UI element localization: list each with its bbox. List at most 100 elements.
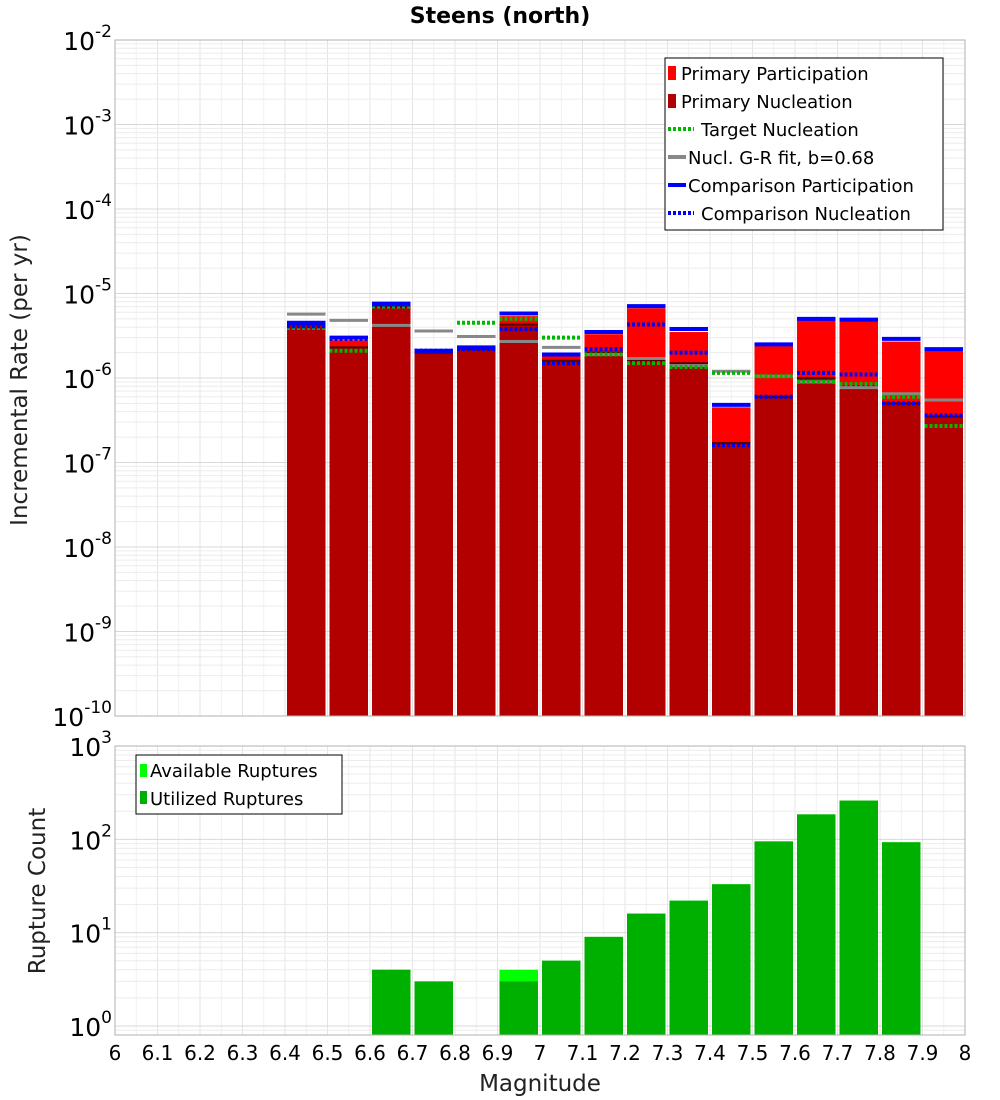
target-nucleation-label: Target Nucleation	[700, 120, 859, 141]
x-tick-label: 7.1	[567, 1041, 599, 1065]
rate-y-tick-label: 10-4	[63, 191, 112, 225]
primary-nucleation-bar	[712, 443, 751, 716]
x-tick-label: 6	[109, 1041, 122, 1065]
legend-item-target-nucleation: Target Nucleation	[668, 120, 859, 141]
x-axis-label: Magnitude	[479, 1071, 601, 1097]
count-plot-frame	[114, 745, 966, 1036]
rate-y-tick-label: 10-8	[63, 529, 112, 563]
primary-nucleation-bar	[669, 363, 708, 716]
legend-item-utilized-ruptures: Utilized Ruptures	[140, 789, 303, 810]
utilized-ruptures-swatch	[140, 791, 147, 804]
utilized-ruptures-bar	[839, 800, 878, 1035]
primary-nucleation-bar	[372, 306, 411, 716]
x-tick-label: 6.2	[184, 1041, 216, 1065]
rate-y-tick-label: 10-2	[63, 22, 112, 56]
utilized-ruptures-bar	[669, 900, 708, 1035]
utilized-ruptures-bar	[499, 981, 538, 1035]
primary-nucleation-bar	[287, 324, 326, 716]
rate-y-tick-label: 10-10	[52, 698, 112, 732]
x-tick-label: 7.6	[779, 1041, 811, 1065]
rate-plot-bars	[287, 305, 963, 716]
utilized-ruptures-bar	[882, 842, 921, 1035]
x-tick-label: 6.5	[312, 1041, 344, 1065]
x-tick-label: 6.6	[354, 1041, 386, 1065]
gr-fit-label: Nucl. G-R fit, b=0.68	[688, 148, 874, 169]
primary-nucleation-bar	[839, 386, 878, 716]
rate-y-axis-label: Incremental Rate (per yr)	[7, 234, 33, 526]
count-y-axis-label: Rupture Count	[25, 808, 51, 974]
primary-nucleation-bar	[329, 347, 368, 716]
legend-item-primary-participation: Primary Participation	[668, 64, 869, 85]
x-tick-label: 7.2	[609, 1041, 641, 1065]
x-tick-label: 7.5	[737, 1041, 769, 1065]
comparison-nucleation-label: Comparison Nucleation	[701, 204, 911, 225]
legend-item-comparison-nucleation: Comparison Nucleation	[668, 204, 911, 225]
x-tick-label: 6.9	[482, 1041, 514, 1065]
x-tick-label: 8	[959, 1041, 972, 1065]
utilized-ruptures-bar	[754, 841, 793, 1035]
count-y-tick-label: 103	[69, 728, 112, 762]
utilized-ruptures-bar	[584, 936, 623, 1035]
x-tick-label: 7.9	[907, 1041, 939, 1065]
legend-item-gr-fit: Nucl. G-R fit, b=0.68	[668, 148, 874, 169]
count-plot-bars	[372, 800, 921, 1035]
count-y-tick-label: 101	[69, 915, 112, 949]
legend-item-available-ruptures: Available Ruptures	[140, 761, 318, 782]
count-plot: 103 102 101 100 6 6.1 6.2 6.3 6.4 6.5 6.6 6.7 6.8 6.…	[25, 728, 971, 1097]
count-legend: Available Ruptures Utilized Ruptures	[135, 754, 343, 815]
x-tick-label: 6.3	[227, 1041, 259, 1065]
chart-title: Steens (north)	[410, 4, 591, 29]
primary-nucleation-bar	[924, 416, 963, 716]
rate-plot: 10-2 10-3 10-4 10-5 10-6 10-7 10-8 10-9 10-10 In…	[7, 22, 966, 732]
count-plot-y-ticks: 103 102 101 100	[69, 728, 112, 1042]
primary-nucleation-bar	[882, 403, 921, 716]
count-y-tick-label: 102	[69, 821, 112, 855]
x-tick-label: 7	[534, 1041, 547, 1065]
rate-y-tick-label: 10-5	[63, 276, 112, 310]
utilized-ruptures-bar	[414, 981, 453, 1035]
primary-nucleation-bar	[542, 360, 581, 716]
primary-participation-swatch	[668, 66, 676, 80]
primary-nucleation-bar	[797, 378, 836, 716]
x-tick-label: 6.7	[397, 1041, 429, 1065]
x-tick-label: 6.1	[142, 1041, 174, 1065]
rate-y-tick-label: 10-7	[63, 445, 112, 479]
primary-nucleation-bar	[627, 360, 666, 716]
primary-nucleation-bar	[414, 352, 453, 716]
x-tick-label: 7.8	[864, 1041, 896, 1065]
count-legend-box	[135, 754, 343, 815]
rate-legend-box	[664, 57, 944, 231]
primary-nucleation-bar	[584, 352, 623, 716]
primary-nucleation-label: Primary Nucleation	[681, 92, 853, 113]
x-tick-label: 7.7	[822, 1041, 854, 1065]
legend-item-comparison-participation: Comparison Participation	[668, 176, 914, 197]
rate-plot-frame	[114, 39, 966, 717]
utilized-ruptures-bar	[712, 884, 751, 1035]
available-ruptures-swatch	[140, 764, 147, 777]
utilized-ruptures-bar	[627, 913, 666, 1035]
x-tick-label: 6.4	[269, 1041, 301, 1065]
rate-plot-y-ticks: 10-2 10-3 10-4 10-5 10-6 10-7 10-8 10-9 10-10	[52, 22, 112, 732]
x-tick-label: 7.3	[652, 1041, 684, 1065]
count-plot-x-ticks: 6 6.1 6.2 6.3 6.4 6.5 6.6 6.7 6.8 6.9 7 7.1 7.2 7.3 7.…	[109, 1041, 972, 1065]
x-tick-label: 7.4	[694, 1041, 726, 1065]
rate-y-tick-label: 10-3	[63, 107, 112, 141]
primary-participation-label: Primary Participation	[681, 64, 869, 85]
x-tick-label: 6.8	[439, 1041, 471, 1065]
legend-item-primary-nucleation: Primary Nucleation	[668, 92, 853, 113]
primary-nucleation-bar	[499, 324, 538, 716]
utilized-ruptures-bar	[542, 960, 581, 1035]
rate-legend: Primary Participation Primary Nucleation…	[664, 57, 944, 231]
primary-nucleation-bar	[457, 349, 496, 716]
primary-nucleation-swatch	[668, 94, 676, 108]
count-y-tick-label: 100	[69, 1008, 112, 1042]
available-ruptures-label: Available Ruptures	[150, 761, 318, 782]
utilized-ruptures-bar	[797, 814, 836, 1035]
primary-nucleation-bar	[754, 396, 793, 716]
rate-y-tick-label: 10-9	[63, 614, 112, 648]
comparison-participation-label: Comparison Participation	[688, 176, 914, 197]
utilized-ruptures-label: Utilized Ruptures	[150, 789, 303, 810]
rate-y-tick-label: 10-6	[63, 360, 112, 394]
